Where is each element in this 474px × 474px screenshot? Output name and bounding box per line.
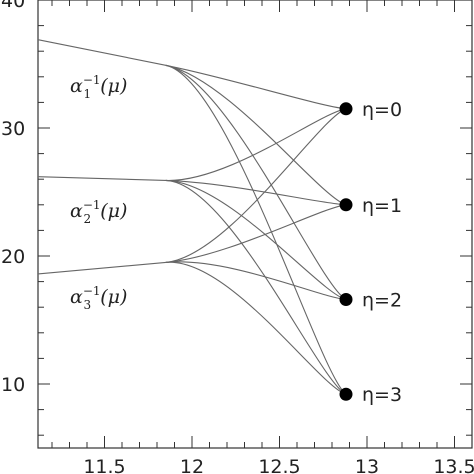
x-tick-label: 12.5 (258, 456, 300, 474)
coupling-1-trunk (37, 39, 166, 66)
coupling-label-1: α−1 1 (μ) (70, 73, 127, 101)
coupling-label-2: α−1 2 (μ) (70, 198, 127, 226)
coupling-3-eta-3-curve (165, 261, 347, 395)
coupling-1-eta-2-curve (165, 64, 347, 301)
eta-label-0: η=0 (362, 99, 402, 121)
coupling-3-eta-2-curve (165, 261, 347, 301)
curves (37, 39, 347, 395)
y-tick-label: 30 (1, 118, 25, 140)
coupling-2-eta-0-curve (165, 108, 347, 182)
coupling-3-eta-0-curve (165, 108, 347, 263)
coupling-2-eta-2-curve (165, 179, 347, 301)
coupling-1-eta-0-curve (165, 64, 347, 110)
endpoint-eta-2 (339, 293, 353, 307)
coupling-1-eta-1-curve (165, 64, 347, 206)
coupling-2-trunk (37, 176, 166, 182)
coupling-3-eta-1-curve (165, 204, 347, 263)
endpoint-eta-3 (339, 387, 353, 401)
labels: α−1 1 (μ) α−1 2 (μ) α−1 3 (μ) η=0 η=1 η=2 η=3 (70, 73, 402, 406)
coupling-3-trunk (37, 261, 166, 275)
y-tick-label: 10 (1, 374, 25, 396)
endpoints (339, 102, 353, 401)
coupling-2-eta-3-curve (165, 179, 347, 395)
x-tick-label: 13.5 (433, 456, 474, 474)
plot-frame (37, 0, 473, 449)
coupling-1-eta-3-curve (165, 64, 347, 395)
y-tick-label: 20 (1, 246, 25, 268)
eta-label-1: η=1 (362, 195, 402, 217)
endpoint-eta-0 (339, 102, 353, 116)
coupling-2-eta-1-curve (165, 179, 347, 206)
eta-label-2: η=2 (362, 290, 402, 312)
x-tick-label: 13 (355, 456, 379, 474)
eta-label-3: η=3 (362, 384, 402, 406)
x-tick-label: 11.5 (83, 456, 125, 474)
y-tick-label: 40 (1, 0, 25, 12)
coupling-label-3: α−1 3 (μ) (70, 284, 127, 312)
x-tick-label: 12 (180, 456, 204, 474)
endpoint-eta-1 (339, 198, 353, 212)
